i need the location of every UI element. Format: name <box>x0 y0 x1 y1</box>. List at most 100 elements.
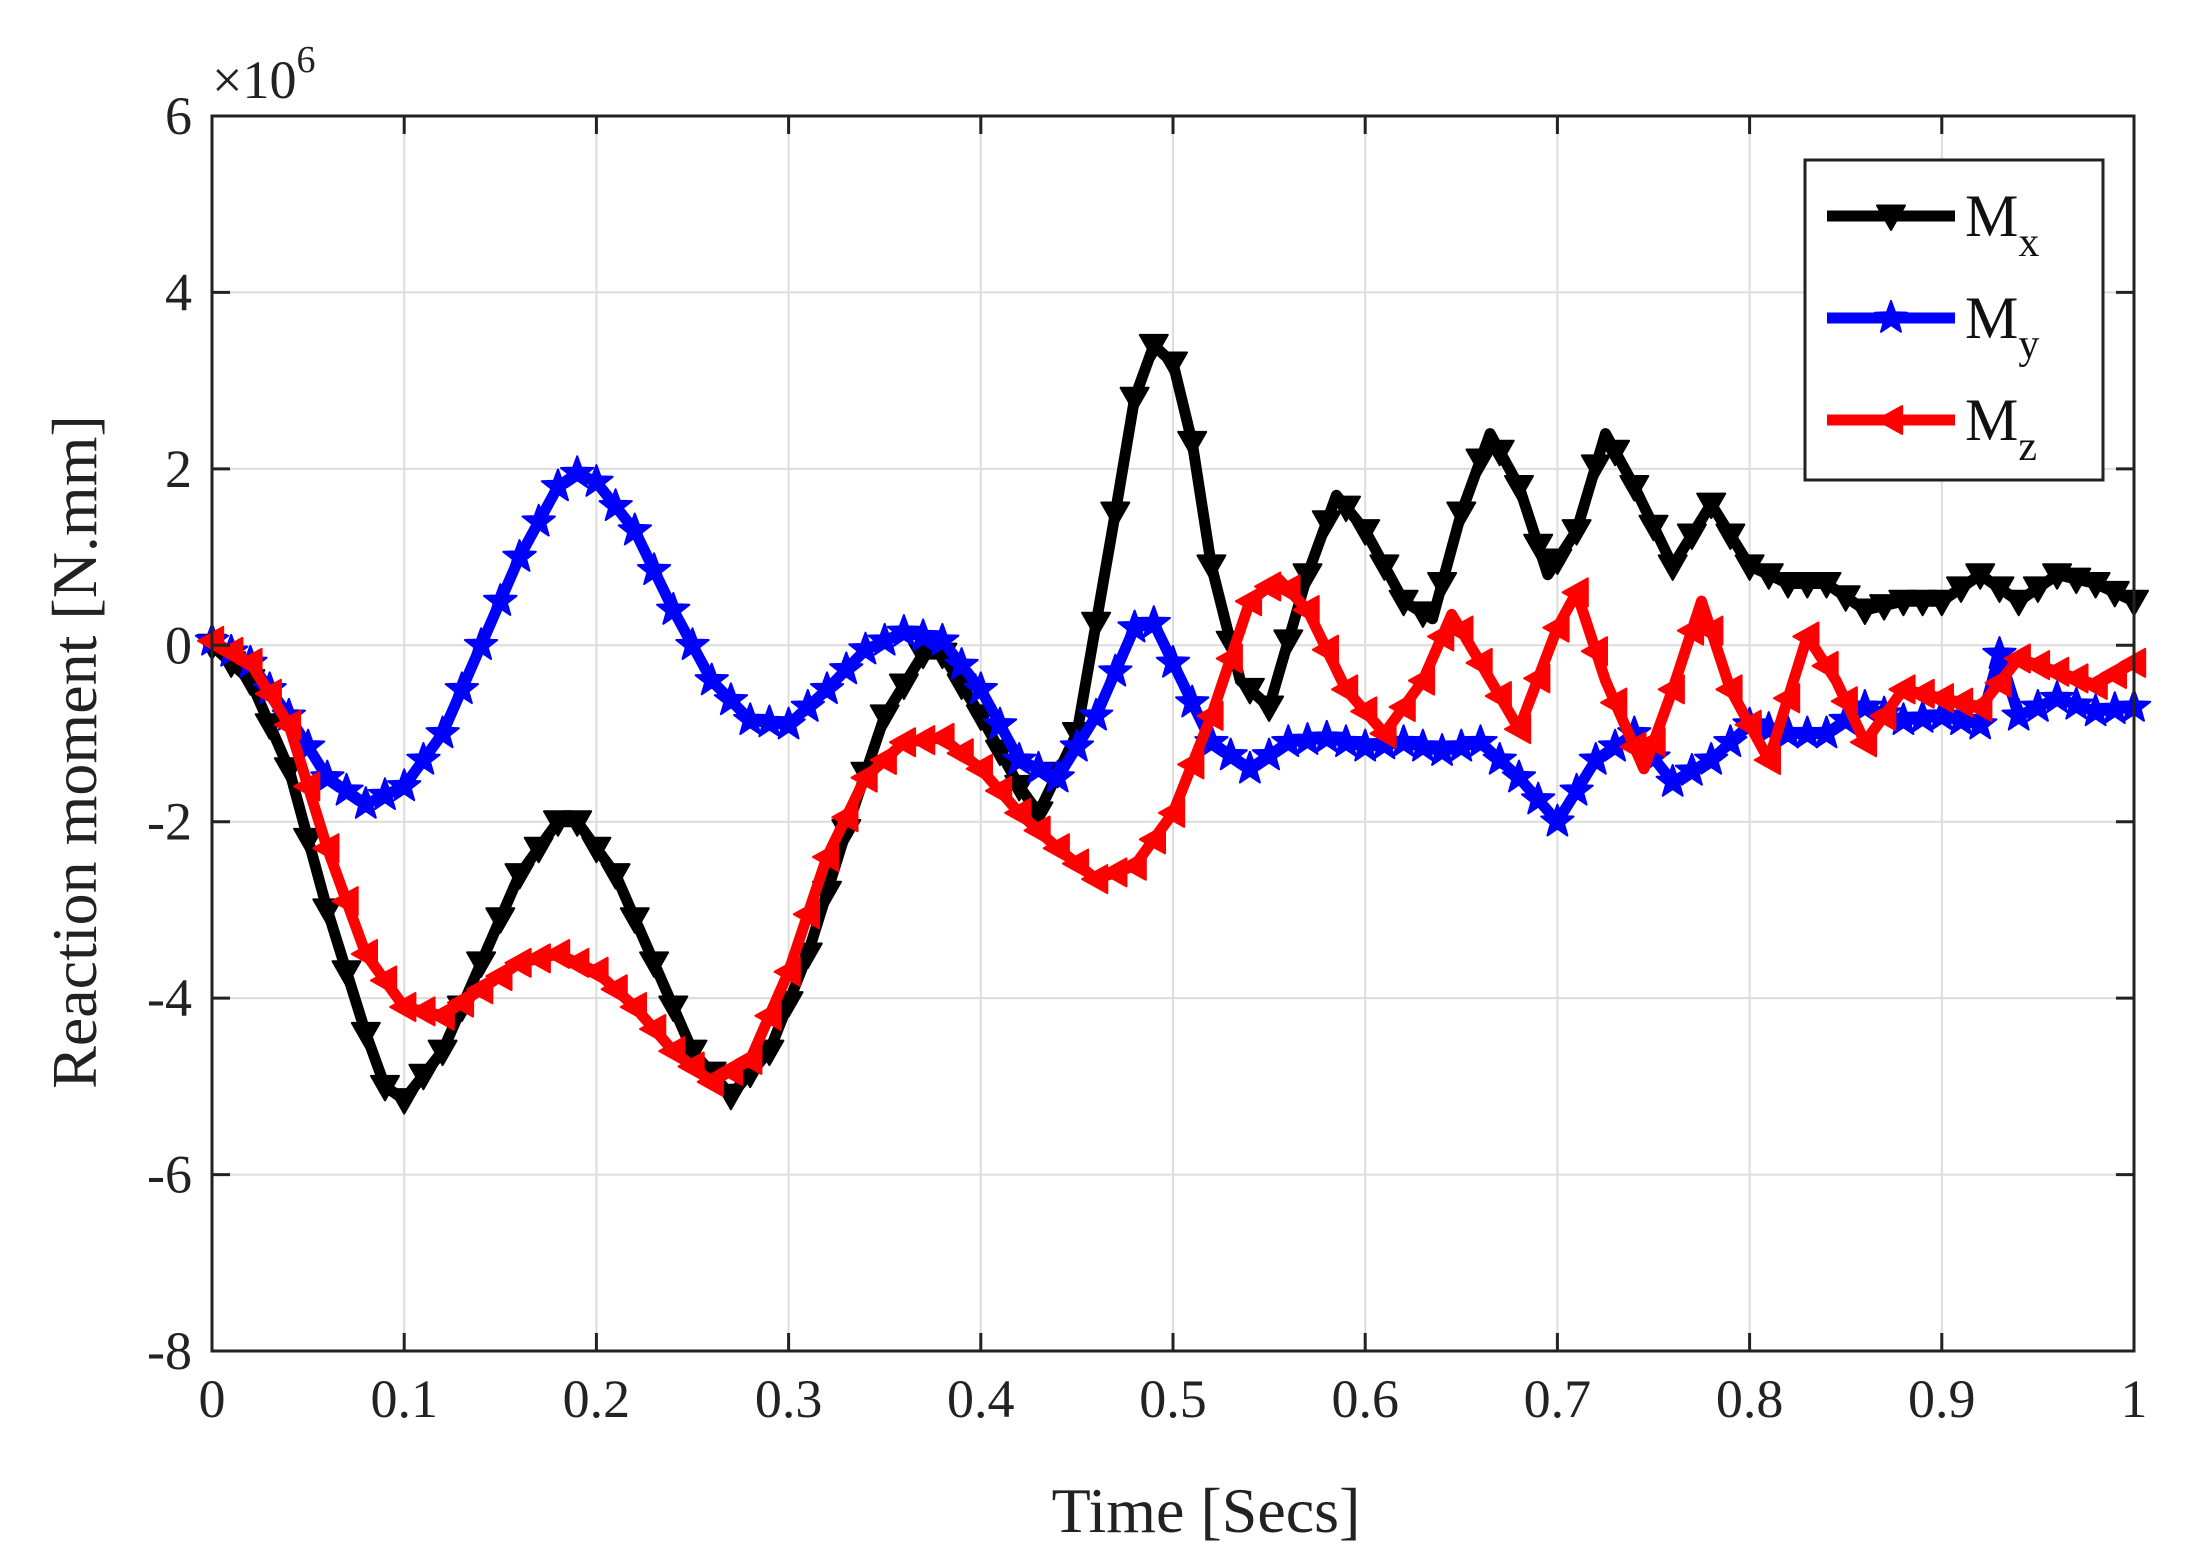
data-point-Mx <box>1369 554 1400 581</box>
data-point-My <box>906 618 941 652</box>
data-point-My <box>1559 772 1594 806</box>
x-tick-label: 0 <box>199 1369 226 1429</box>
data-point-My <box>752 704 787 738</box>
data-point-Mz <box>1753 745 1781 775</box>
data-point-Mz <box>1138 824 1166 855</box>
data-point-Mx <box>1869 594 1900 621</box>
data-point-My <box>694 662 729 696</box>
data-point-Mz <box>331 886 359 917</box>
data-point-Mx <box>1081 611 1112 639</box>
data-point-Mz <box>1561 577 1589 608</box>
data-point-Mx <box>1196 554 1227 581</box>
data-point-Mz <box>485 961 513 992</box>
data-point-Mz <box>273 709 302 740</box>
data-point-Mz <box>965 753 993 784</box>
data-point-My <box>1136 605 1171 638</box>
data-point-Mz <box>1369 718 1397 749</box>
data-point-My <box>1405 728 1440 762</box>
data-point-My <box>1982 636 2017 669</box>
data-point-My <box>886 614 922 647</box>
data-point-Mx <box>523 836 554 864</box>
data-point-Mx <box>1849 598 1880 625</box>
data-point-Mx <box>1811 572 1842 599</box>
x-axis-title: Time [Secs] <box>1052 1475 1361 1546</box>
data-point-Mz <box>1350 696 1378 727</box>
data-point-Mx <box>1523 533 1554 561</box>
data-point-Mx <box>504 863 535 890</box>
data-point-Mz <box>1773 683 1801 714</box>
legend-label-sub: x <box>2018 220 2039 266</box>
data-point-My <box>387 768 422 802</box>
data-point-Mx <box>600 863 631 890</box>
data-point-My <box>560 455 595 488</box>
data-point-Mx <box>408 1063 439 1091</box>
data-point-Mx <box>1504 475 1534 502</box>
x-tick-label: 1 <box>2121 1369 2148 1429</box>
data-point-Mz <box>370 965 398 996</box>
legend-label-My: My <box>1965 285 2039 368</box>
data-point-My <box>463 627 499 660</box>
data-point-My <box>944 647 979 680</box>
x-tick-label: 0.1 <box>370 1369 438 1429</box>
data-point-Mx <box>1619 475 1650 502</box>
x-tick-label: 0.3 <box>755 1369 823 1429</box>
y-axis-multiplier: ×106 <box>212 39 315 110</box>
data-point-Mx <box>1119 386 1150 414</box>
x-tick-label: 0.8 <box>1716 1369 1784 1429</box>
data-point-Mz <box>831 802 859 833</box>
data-point-Mx <box>293 827 324 855</box>
data-point-Mx <box>1138 333 1169 361</box>
data-point-My <box>310 759 345 793</box>
data-point-Mx <box>1331 495 1361 523</box>
data-point-My <box>809 671 845 705</box>
data-point-Mz <box>543 939 571 969</box>
data-point-Mz <box>1734 709 1762 740</box>
data-point-Mz <box>715 1055 744 1086</box>
data-point-Mx <box>581 836 612 864</box>
legend-item-My: My <box>1827 285 2039 368</box>
y-multiplier-base: ×10 <box>212 50 296 110</box>
data-point-Mz <box>1446 615 1474 646</box>
data-point-My <box>829 651 864 685</box>
data-point-Mz <box>773 956 801 987</box>
data-point-Mx <box>1542 548 1573 575</box>
data-point-My <box>483 583 518 616</box>
legend-label-main: M <box>1965 285 2018 351</box>
data-point-Mx <box>1023 801 1054 828</box>
data-point-Mz <box>1292 595 1320 625</box>
data-point-Mx <box>2003 589 2034 617</box>
data-point-My <box>598 488 633 522</box>
data-point-Mz <box>1196 700 1224 731</box>
legend-item-Mx: Mx <box>1827 183 2039 266</box>
data-point-My <box>1021 750 1056 784</box>
data-point-Mx <box>1773 572 1803 599</box>
data-point-Mz <box>1657 674 1685 705</box>
data-point-Mz <box>254 678 282 709</box>
data-point-Mx <box>1984 576 2015 603</box>
data-point-My <box>1098 653 1133 687</box>
data-point-My <box>963 671 998 705</box>
data-point-Mz <box>1427 621 1455 652</box>
data-point-Mx <box>1484 439 1515 467</box>
data-point-Mz <box>1792 621 1820 652</box>
x-tick-label: 0.7 <box>1524 1369 1592 1429</box>
data-point-My <box>1079 697 1114 731</box>
series-Mz <box>197 571 2147 1097</box>
data-point-My <box>617 512 652 546</box>
data-point-Mz <box>1311 634 1339 665</box>
data-point-My <box>2059 686 2094 720</box>
data-point-Mz <box>600 974 628 1005</box>
data-point-My <box>713 682 749 716</box>
legend-label-Mx: Mx <box>1965 183 2039 266</box>
legend-label-Mz: Mz <box>1965 387 2037 470</box>
data-point-Mz <box>1600 687 1628 718</box>
data-point-Mx <box>1407 601 1438 628</box>
legend-label-sub: z <box>2018 424 2037 470</box>
data-point-Mz <box>869 745 897 775</box>
data-point-Mx <box>1926 589 1957 617</box>
data-point-My <box>329 772 364 806</box>
y-multiplier-exponent: 6 <box>296 39 315 81</box>
data-point-Mx <box>1676 523 1707 550</box>
data-point-Mx <box>1907 589 1938 617</box>
